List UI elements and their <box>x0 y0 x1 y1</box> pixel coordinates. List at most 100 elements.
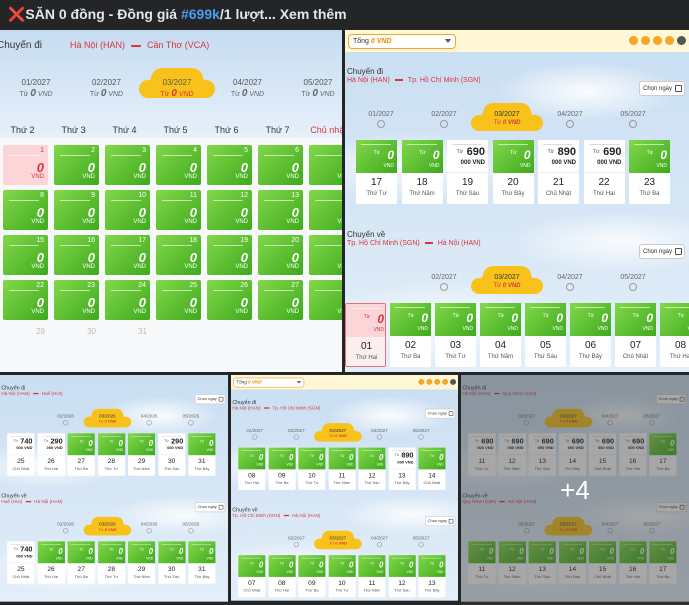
day-cell[interactable]: 11 0 VND <box>156 190 201 230</box>
date-card[interactable]: Từ 0 VND 10 Thứ Tư <box>298 447 326 490</box>
day-cell[interactable]: 8 0 VND <box>3 190 48 230</box>
day-cell[interactable]: 24 0 VND <box>105 280 150 320</box>
day-cell[interactable]: 1 0 VND <box>3 145 48 185</box>
date-card[interactable]: Từ 0 VND 23 Thứ Ba <box>629 140 670 204</box>
date-card[interactable]: Từ 0 VND 14 Thứ Bảy <box>558 541 586 584</box>
date-card[interactable]: Từ 690 000 VND 13 Thứ Sáu <box>528 433 556 476</box>
total-dropdown[interactable]: Tổng 0 VND <box>348 34 456 49</box>
date-card[interactable]: Từ 0 VND 28 Thứ Tư <box>97 433 125 476</box>
day-cell[interactable]: 23 0 VND <box>54 280 99 320</box>
hashtag[interactable]: #699k <box>180 6 220 22</box>
day-cell[interactable]: 4 0 VND <box>156 145 201 185</box>
date-card[interactable]: Từ 0 VND 26 Thứ Hai <box>37 541 65 584</box>
day-cell[interactable]: 6 0 VND <box>258 145 303 185</box>
day-cell[interactable]: 12 0 VND <box>207 190 252 230</box>
date-card[interactable]: Từ 0 VND 28 Thứ Tư <box>97 541 125 584</box>
date-card[interactable]: Từ 290 000 VND 30 Thứ Sáu <box>158 433 186 476</box>
day-cell[interactable]: 13 0 VND <box>258 190 303 230</box>
date-card[interactable]: Từ 0 VND 09 Thứ Ba <box>298 555 326 598</box>
day-cell[interactable]: 20 0 VND <box>258 235 303 275</box>
day-cell[interactable]: 15 0 VND <box>3 235 48 275</box>
image[interactable]: Tổng 0 VND Chuyến đi Hà Nội (HAN) Tp. Hồ Ch… <box>231 375 458 605</box>
date-card[interactable]: Từ 0 VND 20 Thứ Bảy <box>492 140 534 204</box>
date-card[interactable]: Từ 0 VND 07 Chủ Nhật <box>615 303 656 367</box>
date-card[interactable]: Từ 290 000 VND 26 Thứ Hai <box>37 433 65 476</box>
date-card[interactable]: Từ 0 VND 03 Thứ Tư <box>435 303 476 367</box>
pick-date[interactable]: Chọn ngày <box>194 502 226 513</box>
date-card[interactable]: Từ 690 000 VND 14 Thứ Bảy <box>558 433 586 476</box>
day-cell[interactable]: 19 0 VND <box>207 235 252 275</box>
date-card[interactable]: Từ 0 VND 27 Thứ Ba <box>67 541 95 584</box>
date-card[interactable]: Từ 0 VND 17 Thứ Ba <box>649 433 677 476</box>
date-card[interactable]: Từ 690 000 VND 12 Thứ Năm <box>498 433 526 476</box>
day-cell[interactable]: 16 0 VND <box>54 235 99 275</box>
pick-date[interactable]: Chọn ngày <box>425 516 456 527</box>
date-card[interactable]: Từ 0 VND 12 Thứ Sáu <box>358 447 386 490</box>
date-card[interactable]: Từ 0 VND 30 Thứ Sáu <box>158 541 186 584</box>
date-card[interactable]: Từ 690 000 VND 11 Thứ Tư <box>468 433 496 476</box>
date-card[interactable]: Từ 890 000 VND 13 Thứ Bảy <box>388 447 416 490</box>
date-card[interactable]: Từ 0 VND 18 Thứ Năm <box>401 140 443 204</box>
date-card[interactable]: Từ 740 000 VND 25 Chủ Nhật <box>7 541 35 584</box>
image[interactable]: Chuyến đi Hà Nội (HAN) Quy Nhơn (UIH) Chọn … <box>461 375 689 605</box>
day-cell[interactable]: 2 0 VND <box>54 145 99 185</box>
day-cell[interactable]: 25 0 VND <box>156 280 201 320</box>
date-card[interactable]: Từ 0 VND 12 Thứ Năm <box>498 541 526 584</box>
image[interactable]: Tổng 0 VND Chuyến đi Hà Nội (HAN) Tp. Hồ Ch… <box>345 30 689 372</box>
date-card[interactable]: Từ 890 000 VND 21 Chủ Nhật <box>538 140 579 204</box>
date-card[interactable]: Từ 0 VND 31 Thứ Bảy <box>188 541 216 584</box>
date-card[interactable]: Từ 0 VND 17 Thứ Ba <box>649 541 677 584</box>
image[interactable]: Chuyến đi Hà Nội (HAN) Cần Thơ (VCA) 01/202… <box>0 30 342 372</box>
date-card[interactable]: Từ 0 VND 11 Thứ Năm <box>358 555 386 598</box>
pick-date[interactable]: Chọn ngày <box>639 244 685 259</box>
date-card[interactable]: Từ 0 VND 11 Thứ Năm <box>328 447 356 490</box>
see-more[interactable]: Xem thêm <box>279 6 347 22</box>
date-card[interactable]: Từ 0 VND 14 Chủ Nhật <box>418 447 446 490</box>
pick-date[interactable]: Chọn ngày <box>655 502 687 513</box>
date-card[interactable]: Từ 0 VND 13 Thứ Bảy <box>418 555 446 598</box>
date-card[interactable]: Từ 0 VND 07 Chủ Nhật <box>238 555 266 598</box>
pick-date[interactable]: Chọn ngày <box>655 394 687 405</box>
day-cell[interactable]: 17 0 VND <box>105 235 150 275</box>
date-card[interactable]: Từ 0 VND 15 Chủ Nhật <box>588 541 617 584</box>
day-cell[interactable]: 10 0 VND <box>105 190 150 230</box>
pick-date[interactable]: Chọn ngày <box>425 408 456 419</box>
pick-date[interactable]: Chọn ngày <box>194 394 226 405</box>
date-card[interactable]: Từ 740 000 VND 25 Chủ Nhật <box>7 433 35 476</box>
date-card[interactable]: Từ 0 VND 05 Thứ Sáu <box>525 303 566 367</box>
date-card[interactable]: Từ 0 VND 29 Thứ Năm <box>127 433 156 476</box>
day-cell[interactable]: 5 0 VND <box>207 145 252 185</box>
date-card[interactable]: Từ 0 VND 09 Thứ Ba <box>268 447 296 490</box>
day-cell[interactable]: 9 0 VND <box>54 190 99 230</box>
pick-date[interactable]: Chọn ngày <box>639 81 685 96</box>
date-card[interactable]: Từ 690 000 VND 16 Thứ Hai <box>619 433 647 476</box>
date-card[interactable]: Từ 0 VND 02 Thứ Ba <box>390 303 431 367</box>
day-cell[interactable]: 22 0 VND <box>3 280 48 320</box>
date-card[interactable]: Từ 0 VND 04 Thứ Năm <box>480 303 521 367</box>
date-card[interactable]: Từ 0 VND 16 Thứ Hai <box>619 541 647 584</box>
date-card[interactable]: Từ 0 VND 11 Thứ Tư <box>468 541 496 584</box>
date-card[interactable]: Từ 690 000 VND 15 Chủ Nhật <box>588 433 617 476</box>
date-card[interactable]: Từ 0 VND 27 Thứ Ba <box>67 433 95 476</box>
day-cell[interactable]: 3 0 VND <box>105 145 150 185</box>
date-card[interactable]: Từ 0 VND 17 Thứ Tư <box>356 140 397 204</box>
total-dropdown[interactable]: Tổng 0 VND <box>232 377 305 388</box>
date-card[interactable]: Từ 0 VND 10 Thứ Tư <box>328 555 356 598</box>
date-card[interactable]: Từ 0 VND 06 Thứ Bảy <box>570 303 611 367</box>
date-card[interactable]: Từ 0 VND 13 Thứ Sáu <box>528 541 556 584</box>
date-card[interactable]: Từ 0 VND 12 Thứ Sáu <box>388 555 416 598</box>
day-cell[interactable]: 18 0 VND <box>156 235 201 275</box>
date-card[interactable]: Từ 0 VND 29 Thứ Năm <box>127 541 156 584</box>
date-card[interactable]: Từ 0 VND 01 Thứ Hai <box>345 303 386 367</box>
date-card[interactable]: Từ 690 000 VND 22 Thứ Hai <box>583 140 625 204</box>
date-card[interactable]: Từ 0 VND 31 Thứ Bảy <box>188 433 216 476</box>
day-cell[interactable]: 27 0 VND <box>258 280 303 320</box>
image[interactable]: Chuyến đi Hà Nội (HAN) Huế (HUI) Chọn ngày 0… <box>0 375 228 605</box>
